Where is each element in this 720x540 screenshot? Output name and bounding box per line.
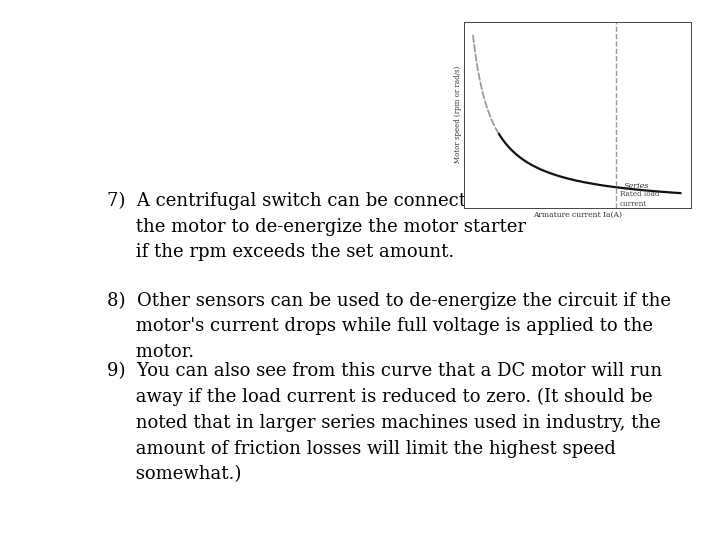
Text: Rated load
current: Rated load current <box>620 190 660 208</box>
Text: 7)  A centrifugal switch can be connected to
     the motor to de-energize the m: 7) A centrifugal switch can be connected… <box>107 192 526 261</box>
Text: Series: Series <box>624 182 649 190</box>
Y-axis label: Motor speed (rpm or rad/s): Motor speed (rpm or rad/s) <box>454 66 462 164</box>
Text: 8)  Other sensors can be used to de-energize the circuit if the
     motor's cur: 8) Other sensors can be used to de-energ… <box>107 292 671 361</box>
X-axis label: Armature current Ia(A): Armature current Ia(A) <box>534 211 622 219</box>
Text: 9)  You can also see from this curve that a DC motor will run
     away if the l: 9) You can also see from this curve that… <box>107 362 662 483</box>
